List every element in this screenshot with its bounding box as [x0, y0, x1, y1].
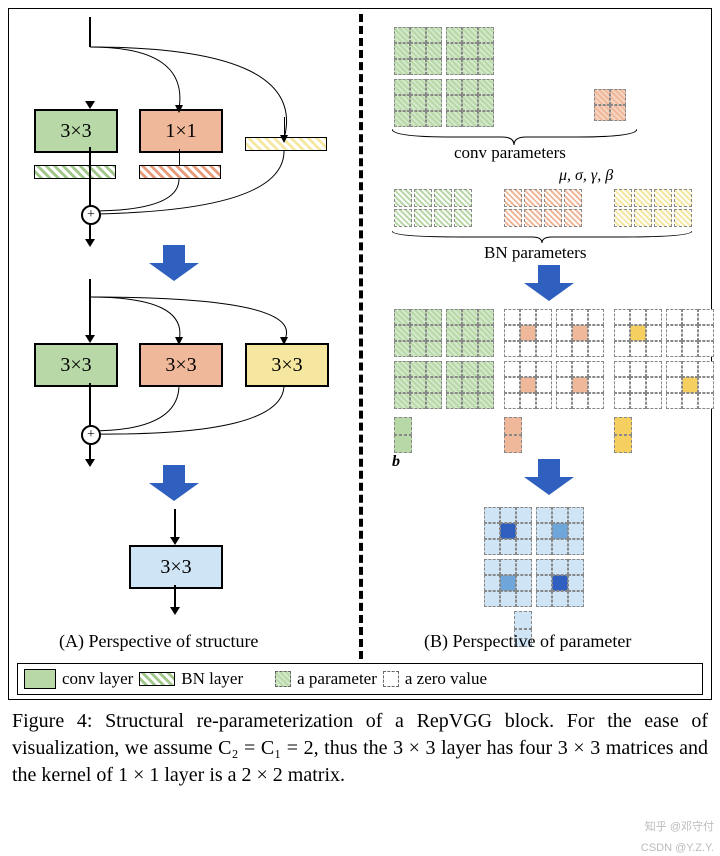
center-param	[630, 325, 646, 341]
arrow-down-icon	[85, 459, 95, 467]
param-cell	[394, 189, 412, 207]
merged-conv3-block: 3×3	[129, 545, 223, 589]
bias-cell	[514, 611, 532, 629]
param-cell	[454, 209, 472, 227]
legend-conv-swatch	[24, 669, 56, 689]
center-param	[552, 575, 568, 591]
param-cell	[564, 209, 582, 227]
figure-legend: conv layer BN layer a parameter a zero v…	[17, 663, 703, 695]
figure-container: 3×3 1×1 + 3×3 3×3 3×3	[8, 8, 712, 700]
branch-curves	[89, 291, 349, 451]
flow-line	[284, 117, 285, 139]
center-param	[500, 575, 516, 591]
figure-caption: Figure 4: Structural re-parameterization…	[12, 708, 708, 789]
param-grid-3x3	[394, 309, 442, 357]
add-node: +	[81, 425, 101, 445]
param-cell	[674, 189, 692, 207]
param-grid-2x2	[594, 89, 626, 121]
param-cell	[614, 189, 632, 207]
param-grid-3x3	[394, 27, 442, 75]
param-cell	[454, 189, 472, 207]
param-grid-3x3	[446, 361, 494, 409]
flow-line	[89, 147, 91, 207]
param-grid-3x3	[394, 79, 442, 127]
panel-b-title: (B) Perspective of parameter	[424, 631, 631, 652]
param-grid-3x3	[446, 27, 494, 75]
param-grid-3x3	[394, 361, 442, 409]
watermark: 知乎 @邓守付	[645, 818, 714, 834]
legend-bn-label: BN layer	[181, 669, 243, 689]
bias-cell	[394, 417, 412, 435]
panel-parameter: conv parameters μ, σ, γ, β BN p	[384, 9, 714, 669]
param-cell	[414, 189, 432, 207]
bias-cell	[394, 435, 412, 453]
flow-line	[89, 383, 91, 427]
legend-param-swatch	[275, 671, 291, 687]
figure-number: Figure 4:	[12, 710, 92, 732]
flow-line	[179, 149, 180, 165]
panel-structure: 3×3 1×1 + 3×3 3×3 3×3	[9, 9, 354, 669]
param-grid-sparse	[614, 361, 662, 409]
center-param	[552, 523, 568, 539]
legend-bn-swatch	[139, 672, 175, 686]
panel-divider	[359, 14, 363, 659]
param-grid-3x3	[446, 79, 494, 127]
panel-a-title: (A) Perspective of structure	[59, 631, 258, 652]
param-cell	[394, 209, 412, 227]
flow-line	[174, 509, 176, 539]
legend-conv-label: conv layer	[62, 669, 133, 689]
big-arrow-icon	[149, 245, 199, 281]
center-param	[500, 523, 516, 539]
param-cell	[524, 189, 542, 207]
param-cell	[524, 209, 542, 227]
center-param	[682, 377, 698, 393]
param-cell	[654, 209, 672, 227]
bias-cell	[614, 417, 632, 435]
add-node: +	[81, 205, 101, 225]
param-grid-3x3	[446, 309, 494, 357]
big-arrow-icon	[524, 265, 574, 301]
legend-zero-swatch	[383, 671, 399, 687]
param-grid-sparse	[666, 309, 714, 357]
param-cell	[504, 189, 522, 207]
param-cell	[634, 189, 652, 207]
param-cell	[674, 209, 692, 227]
bias-cell	[504, 435, 522, 453]
bn-params-label: BN parameters	[484, 243, 586, 263]
legend-zero-label: a zero value	[405, 669, 487, 689]
param-cell	[414, 209, 432, 227]
center-param	[572, 325, 588, 341]
caption-text: Structural re-parameterization of a RepV…	[12, 710, 708, 786]
bn-symbols-label: μ, σ, γ, β	[559, 167, 613, 185]
param-cell	[634, 209, 652, 227]
param-cell	[434, 209, 452, 227]
center-param	[520, 325, 536, 341]
param-cell	[564, 189, 582, 207]
param-cell	[504, 209, 522, 227]
bias-label: b	[392, 453, 400, 471]
flow-line	[174, 585, 176, 609]
branch-curves	[89, 39, 339, 219]
arrow-down-icon	[85, 239, 95, 247]
arrow-down-icon	[170, 607, 180, 615]
center-param	[572, 377, 588, 393]
param-cell	[544, 189, 562, 207]
big-arrow-icon	[524, 459, 574, 495]
param-cell	[434, 189, 452, 207]
param-cell	[544, 209, 562, 227]
watermark: CSDN @Y.Z.Y.	[641, 842, 714, 854]
bias-cell	[614, 435, 632, 453]
conv-params-label: conv parameters	[454, 143, 566, 163]
param-cell	[654, 189, 672, 207]
arrow-down-icon	[170, 537, 180, 545]
legend-param-label: a parameter	[297, 669, 377, 689]
big-arrow-icon	[149, 465, 199, 501]
bias-cell	[504, 417, 522, 435]
center-param	[520, 377, 536, 393]
param-cell	[614, 209, 632, 227]
